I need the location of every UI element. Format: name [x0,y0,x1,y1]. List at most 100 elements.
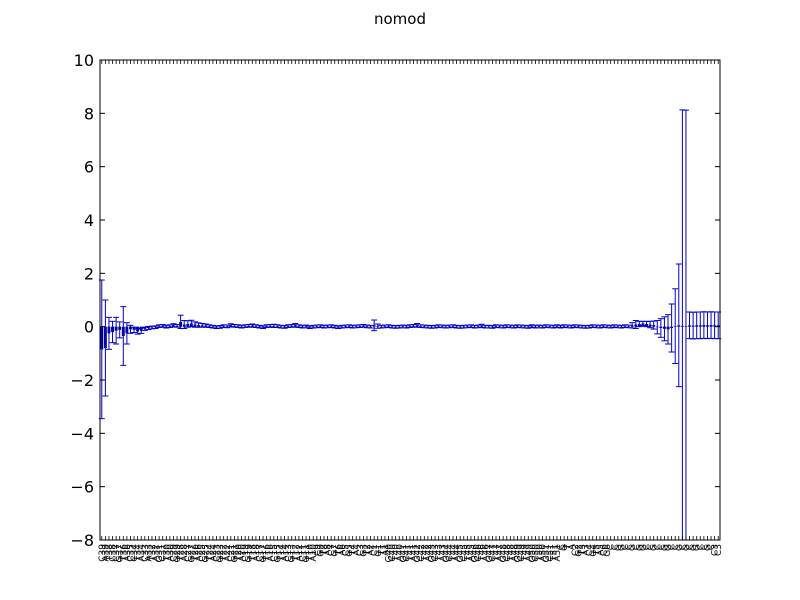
x-tick-label: T49 [521,544,531,562]
x-tick-label: G9 [316,544,326,557]
x-tick-label: C29 [169,544,179,562]
x-tick-label: G2 [574,544,584,557]
x-tick-label: A4 [352,544,362,556]
x-tick-label: C3 [714,544,724,556]
x-tick-label: A39 [101,544,111,562]
x-tick-label: C1 [370,544,380,556]
x-tick-label: A51 [553,544,563,562]
x-tick-label: C37 [112,544,122,562]
x-tick-label: C [700,544,710,550]
x-tick-label: C46 [474,544,484,562]
x-tick-label: G31 [155,544,165,562]
x-tick-label: A6 [338,544,348,556]
x-tick-label: A30 [166,544,176,562]
x-tick-label: A48 [510,544,520,562]
x-tick-label: A10 [309,544,319,562]
x-tick-label: A1 [381,544,391,556]
x-tick-label: C [653,544,663,550]
x-tick-label: G41 [399,544,409,562]
x-tick-label: A3 [582,544,592,556]
x-tick-label: G6 [603,544,613,557]
x-tick-label: A43 [438,544,448,562]
x-tick-label: A12 [295,544,305,562]
x-tick-label: A14 [281,544,291,562]
x-tick-label: C [678,544,688,550]
x-tick-label: C44 [445,544,455,562]
x-tick-label: C15 [270,544,280,562]
y-tick-label: 2 [84,264,94,283]
x-tick-label: G [560,544,570,551]
x-tick-label: G [693,544,703,551]
y-tick-label: −8 [70,531,94,550]
x-tick-label: T10 [306,544,316,562]
x-tick-label: C3 [711,544,721,556]
x-tick-label: C23 [212,544,222,562]
x-tick-label: T14 [277,544,287,562]
x-tick-label: G51 [542,544,552,562]
x-tick-label: T6 [334,544,344,556]
x-tick-label: G [639,544,649,551]
x-tick-label: C13 [284,544,294,562]
x-tick-label: A34 [137,544,147,562]
x-tick-label: T51 [549,544,559,562]
x-tick-label: T30 [162,544,172,562]
x-tick-label: G46 [471,544,481,563]
y-tick-label: 10 [74,51,94,70]
x-tick-label: T46 [478,544,488,562]
x-tick-label: G1 [374,544,384,557]
x-tick-label: G [664,544,674,551]
y-tick-label: −2 [70,371,94,390]
x-tick-label: A24 [209,544,219,562]
x-tick-label: C21 [227,544,237,562]
x-tick-label: C51 [546,544,556,562]
x-tick-label: G50 [528,544,538,563]
x-tick-label: C38 [109,544,119,562]
x-tick-label: A2 [367,544,377,556]
x-tick-label: C45 [460,544,470,562]
x-tick-label: C2 [571,544,581,556]
x-tick-label: A8 [324,544,334,556]
x-tick-label: C [632,544,642,550]
x-tick-label: A36 [123,544,133,562]
x-tick-label: T32 [148,544,158,562]
x-tick-label: G15 [273,544,283,562]
x-tick-label: G [703,544,713,551]
x-tick-label: C6 [600,544,610,556]
x-tick-label: G42 [413,544,423,562]
x-tick-label: G3 [359,544,369,557]
plot-frame [99,59,721,541]
x-tick-label: A28 [180,544,190,562]
x-tick-label: G11 [302,544,312,562]
x-tick-label: A22 [223,544,233,562]
x-tick-label: A46 [481,544,491,562]
x-tick-label: A45 [467,544,477,562]
x-tick-label: T26 [191,544,201,562]
x-tick-label: T [564,544,574,551]
y-axis: −8 −6 −4 −2 0 2 4 6 8 10 [70,51,720,550]
x-tick-label: G47 [485,544,495,562]
x-tick-label: G [614,544,624,551]
x-tick-label: C [707,544,717,550]
x-axis: C39A39T38C38C37G37T36A36C35C34T34A34C33A… [98,60,724,562]
x-tick-label: A18 [252,544,262,562]
x-tick-label: C25 [198,544,208,562]
x-tick-label: C [621,544,631,550]
x-tick-label: C33 [141,544,151,562]
x-tick-label: T38 [105,544,115,562]
chart-title: nomod [374,10,426,28]
x-tick-label: C3 [356,544,366,556]
x-tick-label: G19 [245,544,255,563]
x-tick-label: G21 [230,544,240,562]
x-tick-label: T50 [535,544,545,562]
x-tick-label: G37 [116,544,126,562]
x-tick-label: C [643,544,653,550]
x-tick-label: T2 [363,544,373,556]
y-tick-label: 4 [84,211,94,230]
x-tick-label: A32 [152,544,162,562]
x-tick-label: G40 [385,544,395,563]
x-tick-label: T12 [291,544,301,562]
x-tick-label: G45 [456,544,466,562]
x-tick-label: G [650,544,660,551]
x-tick-label: T16 [263,544,273,562]
